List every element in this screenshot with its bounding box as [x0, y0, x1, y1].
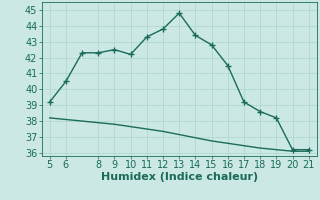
X-axis label: Humidex (Indice chaleur): Humidex (Indice chaleur)	[100, 172, 258, 182]
